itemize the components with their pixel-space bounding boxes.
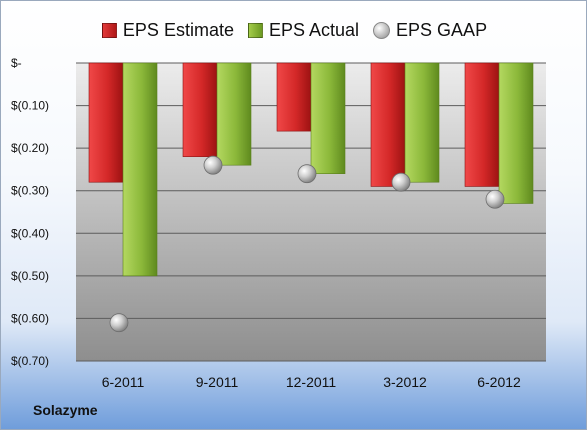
- bar-eps-estimate: [464, 62, 500, 187]
- bar-eps-estimate: [276, 62, 312, 132]
- y-tick-label: $(0.40): [11, 226, 49, 240]
- y-tick-label: $(0.30): [11, 184, 49, 198]
- bar-eps-estimate: [370, 62, 406, 187]
- x-tick-label: 6-2012: [477, 374, 521, 390]
- y-tick-label: $(0.70): [11, 354, 49, 368]
- y-tick-label: $(0.10): [11, 99, 49, 113]
- legend-item-eps-gaap: EPS GAAP: [373, 20, 487, 41]
- y-tick-label: $(0.20): [11, 141, 49, 155]
- bar-eps-estimate: [88, 62, 124, 183]
- legend-label-eps-actual: EPS Actual: [268, 19, 360, 40]
- x-tick-label: 9-2011: [196, 374, 239, 390]
- x-tick-label: 12-2011: [286, 374, 337, 390]
- marker-eps-gaap: [485, 189, 505, 209]
- legend-item-eps-estimate: EPS Estimate: [101, 19, 234, 41]
- y-tick-label: $(0.60): [11, 311, 49, 325]
- legend-item-eps-actual: EPS Actual: [247, 19, 360, 41]
- bar-eps-actual: [216, 62, 252, 166]
- company-name: Solazyme: [33, 402, 98, 418]
- bar-eps-actual: [404, 62, 440, 183]
- marker-eps-gaap: [391, 172, 411, 192]
- legend-label-eps-gaap: EPS GAAP: [396, 19, 488, 40]
- bar-eps-actual: [122, 62, 158, 277]
- legend-swatch-eps-estimate: [101, 22, 117, 38]
- marker-eps-gaap: [203, 155, 223, 175]
- marker-eps-gaap: [109, 313, 129, 333]
- bar-eps-actual: [310, 62, 346, 174]
- bar-eps-estimate: [182, 62, 218, 157]
- x-tick-label: 3-2012: [383, 374, 427, 390]
- legend: EPS Estimate EPS Actual EPS GAAP: [1, 17, 586, 43]
- x-tick-label: 6-2011: [102, 374, 145, 390]
- marker-eps-gaap: [297, 164, 317, 184]
- y-tick-label: $(0.50): [11, 269, 49, 283]
- legend-swatch-eps-actual: [247, 22, 263, 38]
- legend-label-eps-estimate: EPS Estimate: [122, 19, 234, 40]
- y-tick-label: $-: [11, 56, 22, 70]
- bar-eps-actual: [498, 62, 534, 204]
- legend-marker-eps-gaap: [373, 21, 391, 39]
